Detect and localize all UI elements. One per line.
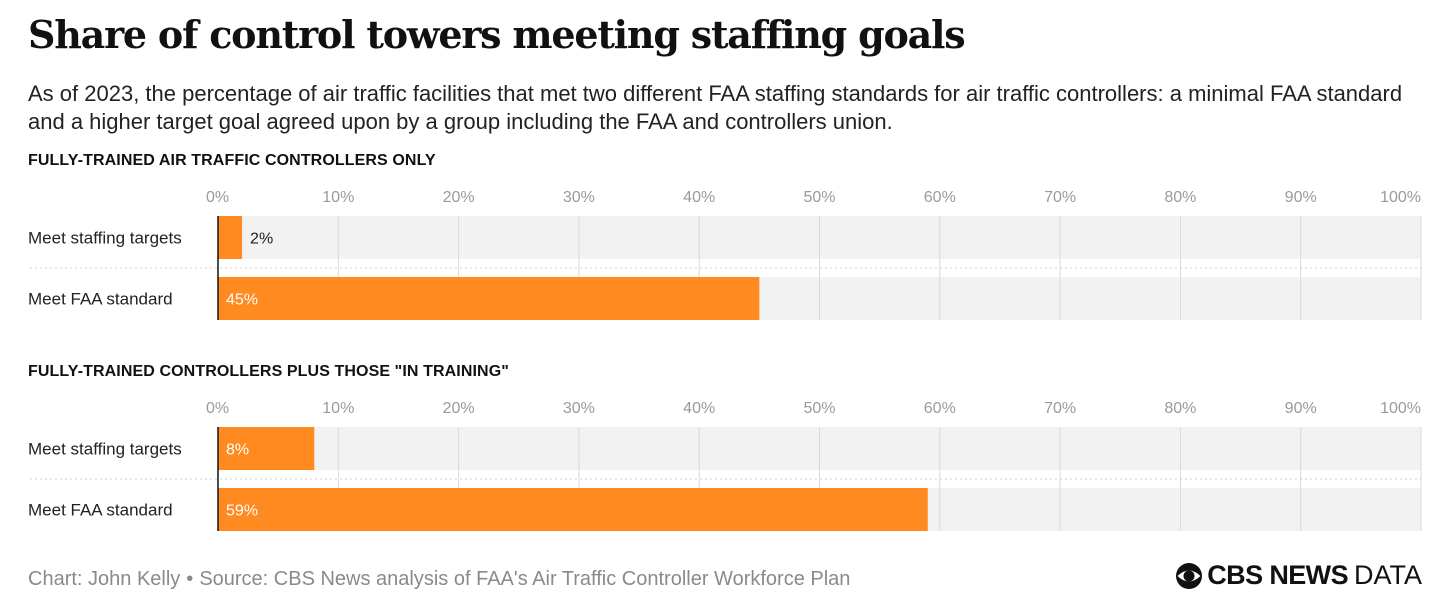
brand-suffix: DATA [1353, 560, 1422, 590]
row-label: Meet staffing targets [28, 440, 182, 459]
tick-label: 30% [563, 400, 595, 417]
tick-label: 50% [803, 400, 835, 417]
tick-label: 60% [924, 400, 956, 417]
tick-label: 0% [206, 189, 229, 206]
bar [218, 277, 760, 320]
tick-label: 20% [443, 400, 475, 417]
tick-label: 10% [322, 400, 354, 417]
tick-label: 20% [443, 189, 475, 206]
tick-label: 100% [1380, 400, 1421, 417]
bar [218, 427, 315, 470]
value-label: 2% [250, 231, 273, 248]
value-label: 45% [226, 292, 258, 309]
bar [218, 488, 928, 531]
tick-label: 60% [924, 189, 956, 206]
brand-name: CBS NEWS [1207, 560, 1348, 590]
value-label: 8% [226, 442, 249, 459]
chart-subtitle: As of 2023, the percentage of air traffi… [28, 81, 1403, 134]
tick-label: 40% [683, 400, 715, 417]
tick-label: 100% [1380, 189, 1421, 206]
tick-label: 90% [1285, 189, 1317, 206]
panel-2-chart: 0% 10% 20% 30% 40% 50% 60% 70% 80% 90% 100% Meet st… [28, 400, 1422, 531]
tick-label: 0% [206, 400, 229, 417]
row-label: Meet FAA standard [28, 501, 173, 520]
bar [218, 216, 243, 259]
chart-title: Share of control towers meeting staffing… [28, 12, 966, 57]
footer-source: Source: CBS News analysis of FAA's Air T… [199, 568, 851, 590]
value-label: 59% [226, 503, 258, 520]
panel-2-heading: FULLY-TRAINED CONTROLLERS PLUS THOSE "IN… [28, 363, 509, 380]
tick-label: 50% [803, 189, 835, 206]
tick-label: 40% [683, 189, 715, 206]
tick-label: 90% [1285, 400, 1317, 417]
row-label: Meet staffing targets [28, 229, 182, 248]
row-label: Meet FAA standard [28, 290, 173, 309]
tick-label: 80% [1164, 189, 1196, 206]
tick-label: 70% [1044, 400, 1076, 417]
tick-label: 70% [1044, 189, 1076, 206]
tick-label: 80% [1164, 400, 1196, 417]
footer-credit: Chart: John Kelly [28, 568, 181, 590]
tick-label: 30% [563, 189, 595, 206]
cbs-eye-icon [1176, 562, 1203, 589]
footer-separator: • [186, 568, 194, 590]
footer-attribution: Chart: John Kelly • Source: CBS News analy… [28, 568, 850, 591]
tick-label: 10% [322, 189, 354, 206]
panel-1-heading: FULLY-TRAINED AIR TRAFFIC CONTROLLERS ON… [28, 152, 436, 169]
panel-1-chart: 0% 10% 20% 30% 40% 50% 60% 70% 80% 90% 100% Meet st… [28, 189, 1422, 320]
brand-logo: CBS NEWS DATA [1175, 560, 1422, 591]
